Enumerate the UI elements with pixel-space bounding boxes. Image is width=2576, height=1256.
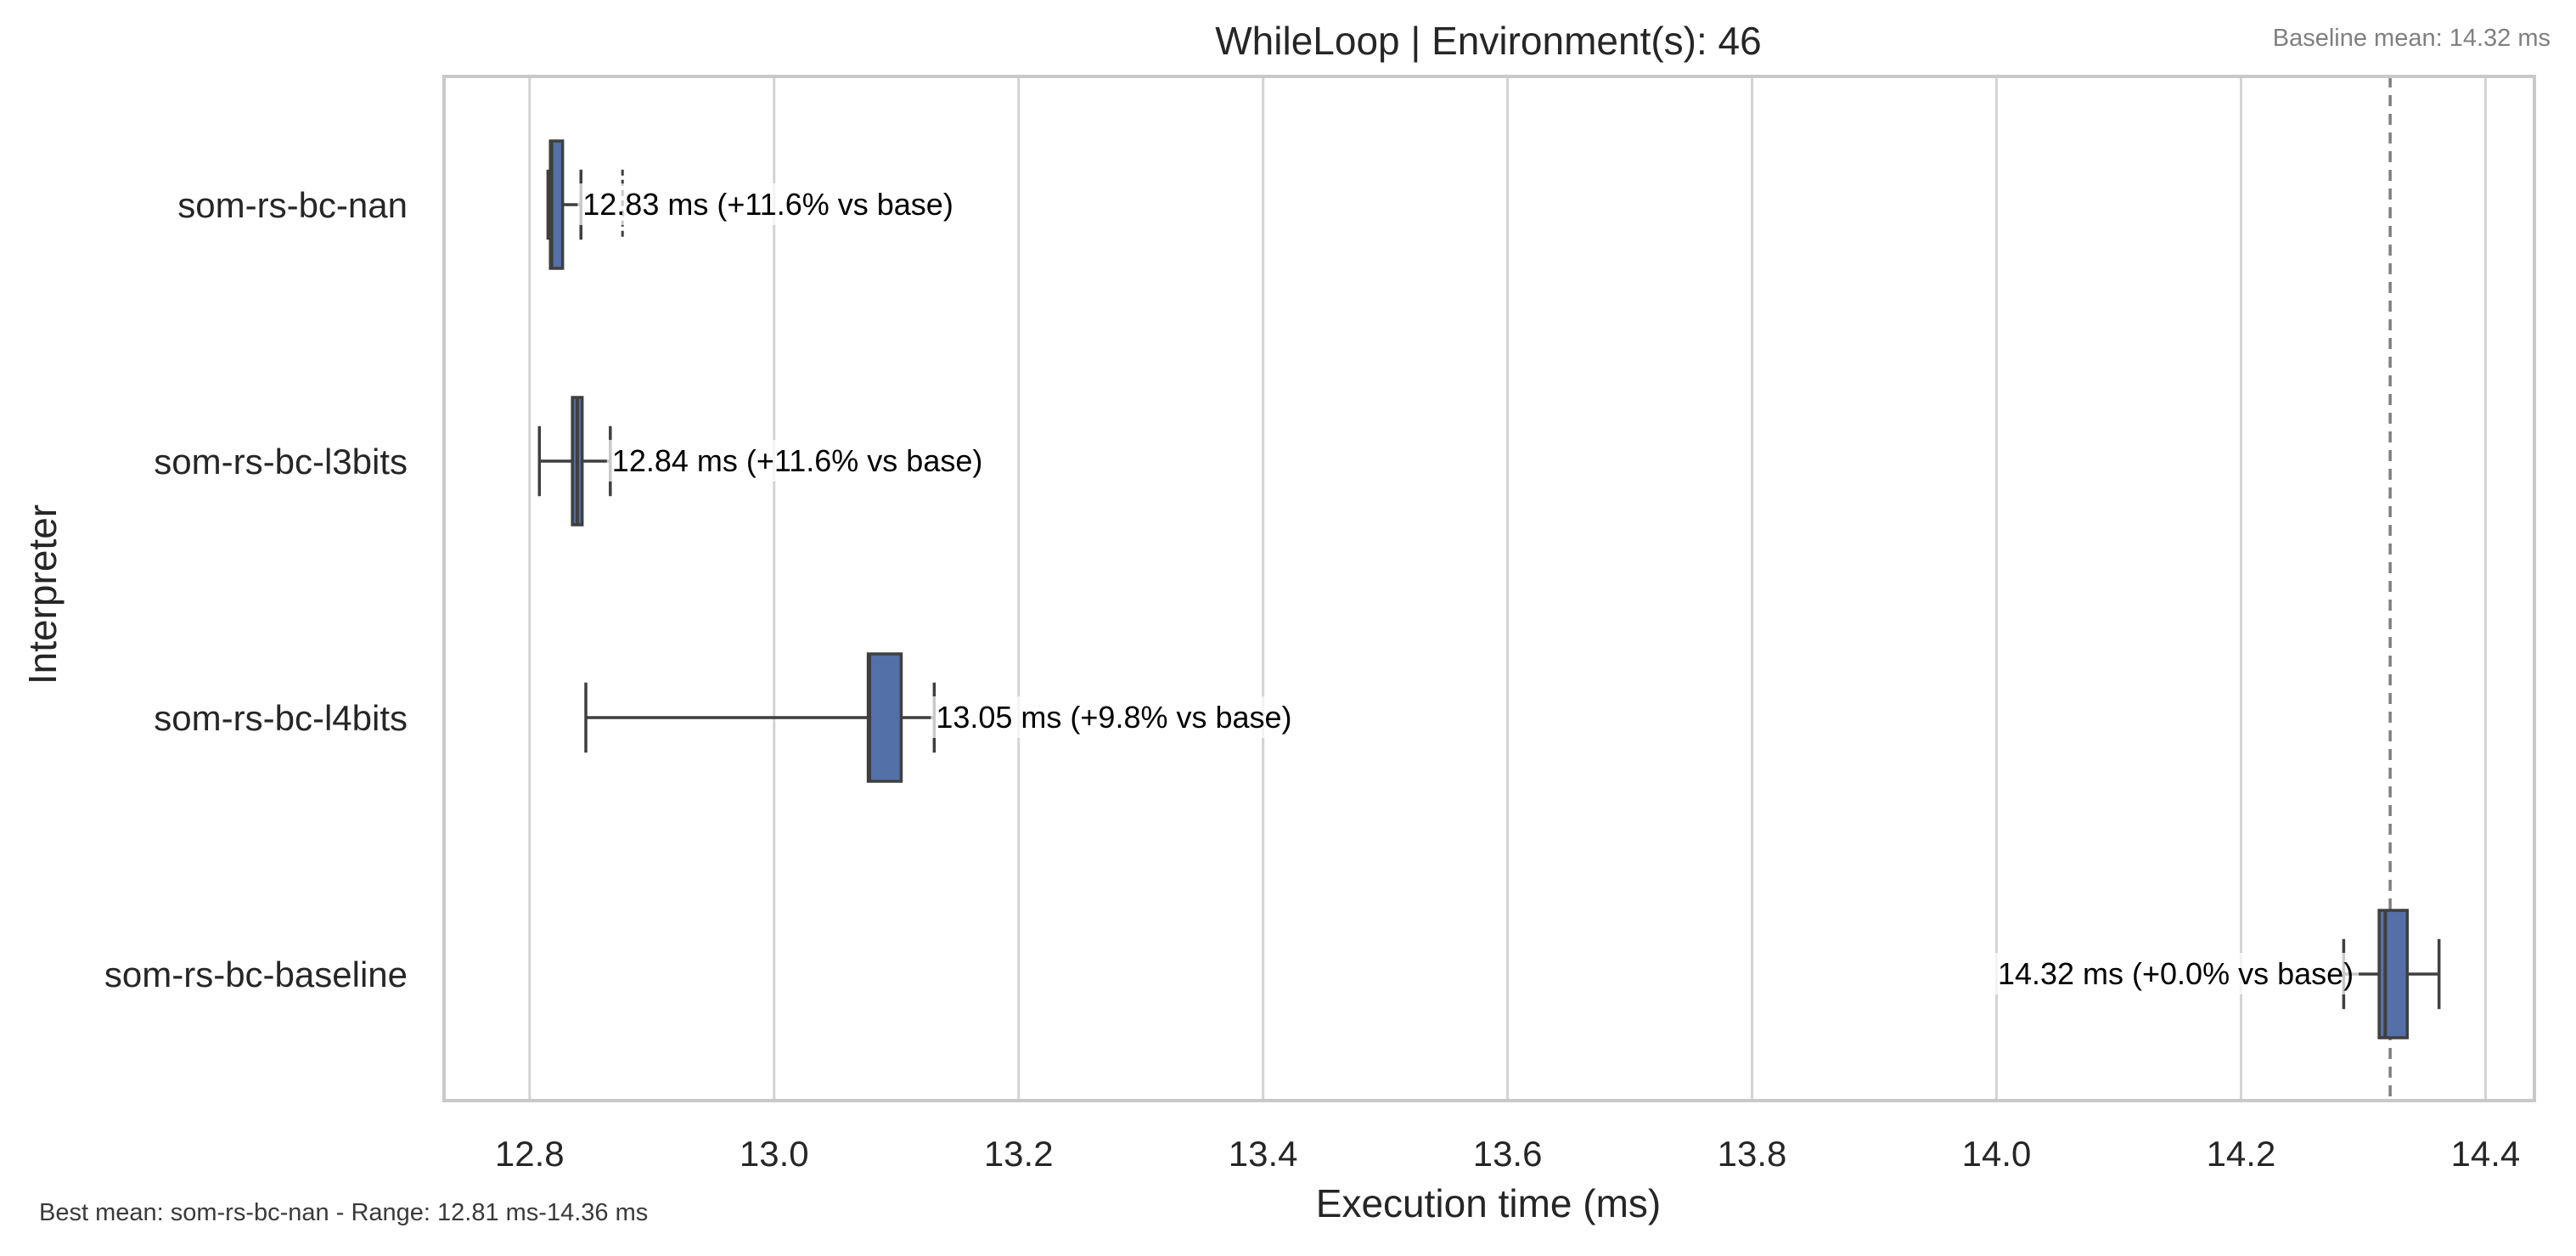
box-group: [584, 652, 936, 783]
x-axis-label: Execution time (ms): [1316, 1181, 1661, 1225]
annotation-background: [606, 440, 988, 482]
baseline-mean-note: Baseline mean: 14.32 ms: [2273, 25, 2551, 52]
annotation-background: [577, 183, 959, 225]
x-tick-label: 14.0: [1962, 1134, 2032, 1174]
y-category-label: som-rs-bc-baseline: [104, 955, 408, 994]
y-category-label: som-rs-bc-nan: [177, 185, 408, 225]
x-tick-label: 13.0: [740, 1134, 809, 1174]
mean-annotation: 14.32 ms (+0.0% vs base): [1998, 956, 2354, 991]
x-tick-label: 13.4: [1229, 1134, 1298, 1174]
chart-title: WhileLoop | Environment(s): 46: [1215, 19, 1761, 63]
iqr-box: [866, 652, 903, 783]
x-tick-label: 14.2: [2207, 1134, 2276, 1174]
mean-annotation: 13.05 ms (+9.8% vs base): [936, 700, 1291, 735]
data-layer: [537, 76, 2441, 1101]
best-mean-footer-note: Best mean: som-rs-bc-nan - Range: 12.81 …: [39, 1199, 648, 1226]
x-tick-label: 14.4: [2451, 1134, 2521, 1174]
plot-frame: [442, 75, 2536, 1102]
grid-layer: [528, 76, 2487, 1101]
annotation-background: [1992, 953, 2359, 994]
x-tick-label: 13.6: [1473, 1134, 1543, 1174]
iqr-box: [2377, 909, 2410, 1039]
mean-annotation: 12.83 ms (+11.6% vs base): [582, 187, 953, 222]
x-tick-label: 13.2: [984, 1134, 1054, 1174]
y-category-label: som-rs-bc-l4bits: [154, 698, 408, 738]
box-group: [537, 396, 612, 527]
annotation-background: [931, 696, 1297, 738]
y-axis-label: Interpreter: [20, 504, 65, 684]
x-tick-label: 12.8: [495, 1134, 565, 1174]
x-tick-label: 13.8: [1718, 1134, 1787, 1174]
text-layer: WhileLoop | Environment(s): 46 Baseline …: [20, 19, 2551, 1226]
y-category-label: som-rs-bc-l3bits: [154, 442, 408, 482]
mean-annotation: 12.84 ms (+11.6% vs base): [612, 443, 983, 478]
